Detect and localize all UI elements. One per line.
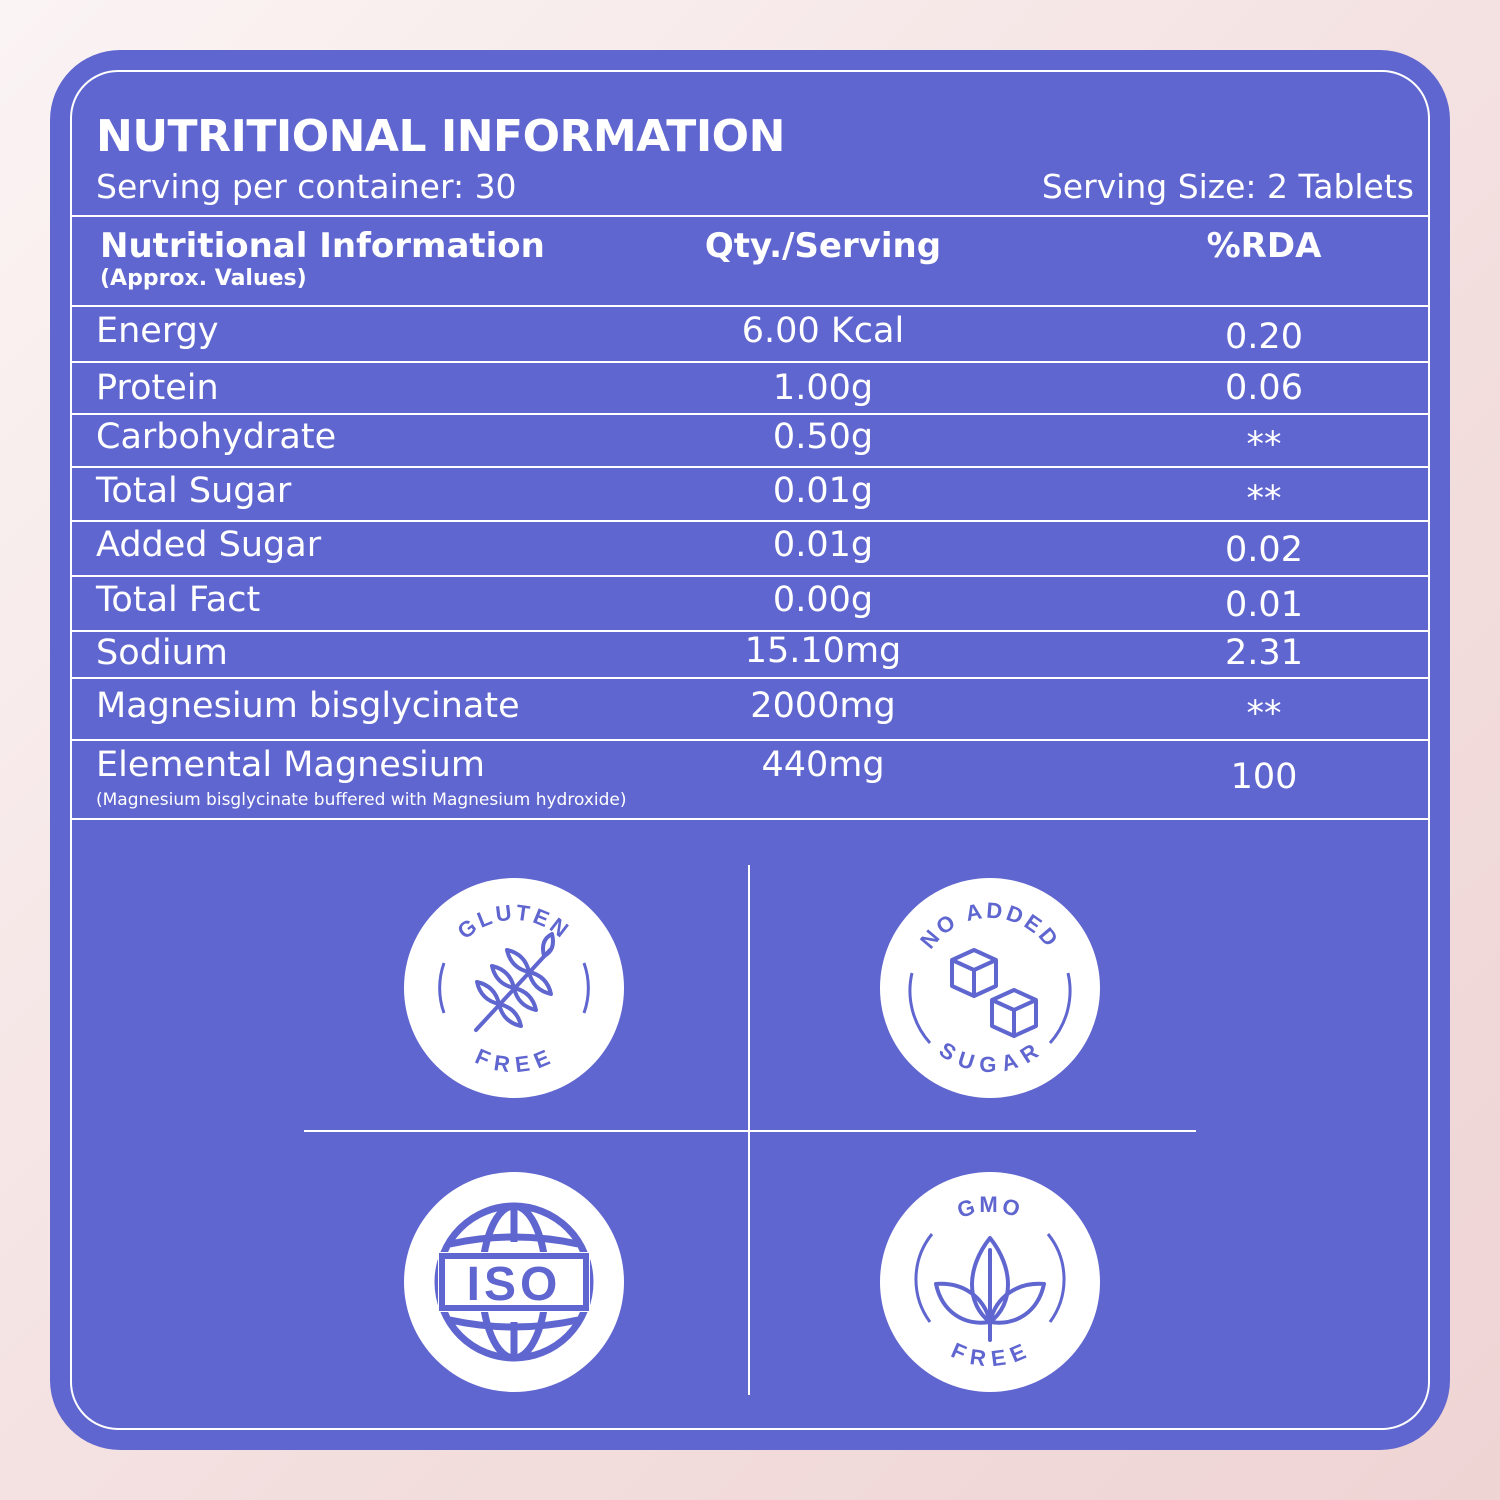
no-added-sugar-badge: NO ADDED SUGAR (880, 878, 1100, 1098)
table-row-carbohydrate-name: Carbohydrate (96, 417, 337, 457)
table-row-sodium-rda: 2.31 (1225, 633, 1303, 673)
badge-grid-horizontal-divider (304, 1130, 1196, 1132)
table-row-elemental-magnesium-name: Elemental Magnesium (96, 745, 486, 785)
divider (70, 520, 1430, 522)
divider (70, 215, 1430, 217)
wheat-icon (474, 932, 555, 1032)
table-row-elemental-magnesium-rda: 100 (1230, 757, 1298, 797)
divider (70, 630, 1430, 632)
serving-per-container: Serving per container: 30 (96, 167, 517, 206)
nutrition-panel-border (70, 70, 1430, 1430)
gluten-free-badge: GLUTEN FREE (404, 878, 624, 1098)
table-row-carbohydrate-rda: ** (1246, 425, 1282, 465)
table-row-total-sugar-qty: 0.01g (772, 471, 874, 511)
sugar-cube-icon (950, 948, 1038, 1038)
table-row-energy-qty: 6.00 Kcal (741, 311, 905, 351)
nutrition-panel (50, 50, 1450, 1450)
column-header-note: (Approx. Values) (100, 266, 307, 291)
divider (70, 575, 1430, 577)
divider (70, 466, 1430, 468)
table-row-sodium-qty: 15.10mg (744, 631, 902, 671)
divider (70, 413, 1430, 415)
table-row-added-sugar-name: Added Sugar (96, 525, 322, 565)
table-row-sodium-name: Sodium (96, 633, 228, 673)
table-row-protein-rda: 0.06 (1225, 368, 1303, 408)
table-row-total-sugar-name: Total Sugar (96, 471, 292, 511)
table-row-total-fat-qty: 0.00g (772, 580, 874, 620)
column-header-name: Nutritional Information (100, 226, 545, 266)
divider (70, 677, 1430, 679)
table-row-added-sugar-rda: 0.02 (1225, 530, 1303, 570)
table-row-total-sugar-rda: ** (1246, 479, 1282, 519)
table-row-magnesium-bisglycinate-rda: ** (1246, 694, 1282, 734)
table-row-energy-rda: 0.20 (1225, 317, 1303, 357)
iso-label: ISO (467, 1258, 562, 1311)
table-row-protein-name: Protein (96, 368, 219, 408)
iso-badge: ISO (404, 1172, 624, 1392)
leaves-icon (934, 1236, 1046, 1342)
table-row-carbohydrate-qty: 0.50g (772, 417, 874, 457)
table-row-protein-qty: 1.00g (772, 368, 874, 408)
divider (70, 361, 1430, 363)
table-row-total-fat-name: Total Fact (96, 580, 261, 620)
table-row-energy-name: Energy (96, 311, 219, 351)
page-title: NUTRITIONAL INFORMATION (96, 111, 785, 162)
table-row-magnesium-bisglycinate-name: Magnesium bisglycinate (96, 686, 520, 726)
table-row-magnesium-bisglycinate-qty: 2000mg (750, 686, 896, 726)
divider (70, 818, 1430, 820)
table-row-added-sugar-qty: 0.01g (772, 525, 874, 565)
divider (70, 305, 1430, 307)
column-header-qty: Qty./Serving (704, 226, 942, 266)
table-row-elemental-magnesium-note: (Magnesium bisglycinate buffered with Ma… (96, 790, 627, 810)
gmo-free-badge: GMO FREE (880, 1172, 1100, 1392)
table-row-total-fat-rda: 0.01 (1225, 585, 1303, 625)
serving-size: Serving Size: 2 Tablets (1041, 167, 1414, 206)
divider (70, 739, 1430, 741)
column-header-rda: %RDA (1206, 226, 1322, 266)
table-row-elemental-magnesium-qty: 440mg (761, 745, 885, 785)
